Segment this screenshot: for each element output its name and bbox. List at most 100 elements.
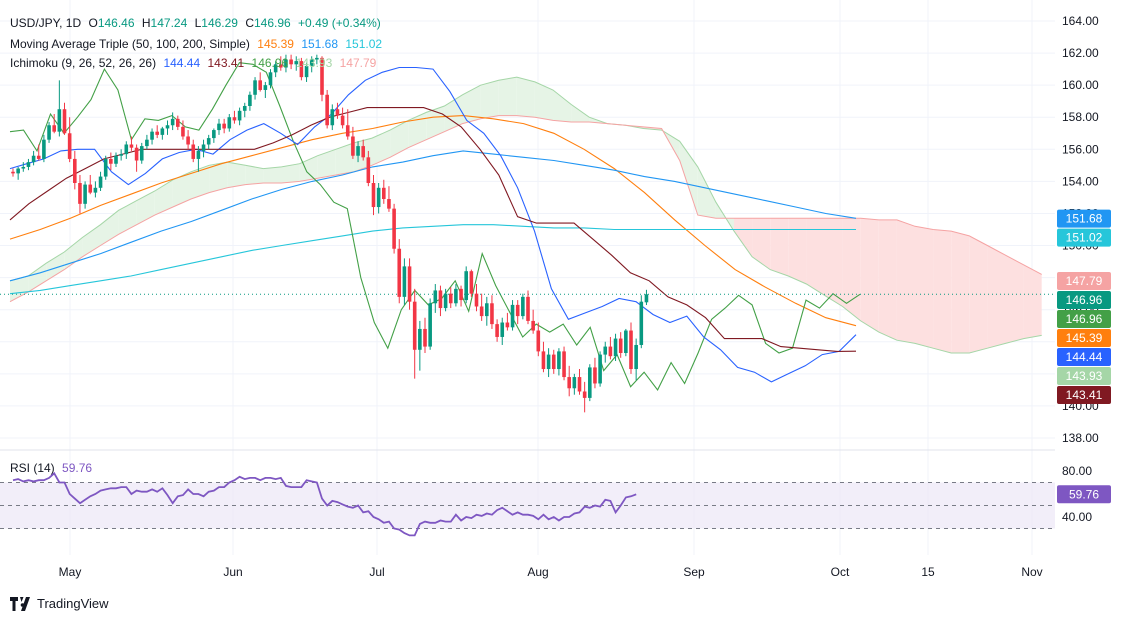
candle-body bbox=[139, 146, 144, 161]
candle-body bbox=[454, 288, 458, 304]
cloud-segment bbox=[209, 162, 228, 193]
candle-body bbox=[320, 57, 324, 95]
candle-body bbox=[356, 146, 360, 156]
rsi-value-box bbox=[1057, 485, 1111, 504]
cloud-segment bbox=[191, 165, 210, 200]
change-value: +0.49 (+0.34%) bbox=[298, 16, 381, 30]
candle-body bbox=[273, 64, 278, 73]
candle-body bbox=[294, 61, 299, 65]
cloud-segment bbox=[426, 106, 445, 140]
main-grid bbox=[0, 0, 1055, 555]
candle-body bbox=[165, 125, 170, 129]
cloud-segment bbox=[390, 120, 409, 158]
low-label: L bbox=[194, 16, 202, 30]
candle-body bbox=[160, 128, 165, 135]
candle-body bbox=[505, 322, 510, 328]
candle-body bbox=[340, 115, 345, 126]
price-tick-label: 164.00 bbox=[1062, 14, 1099, 28]
candle-body bbox=[557, 351, 561, 370]
price-tag-box bbox=[1057, 366, 1111, 385]
candle-body bbox=[248, 94, 252, 107]
cloud-segment bbox=[263, 166, 282, 183]
candle-body bbox=[279, 64, 283, 68]
candle-body bbox=[376, 187, 381, 208]
candle-body bbox=[176, 118, 180, 127]
candle-body bbox=[510, 304, 515, 328]
candle-body bbox=[299, 61, 304, 78]
candle-body bbox=[150, 131, 154, 140]
rsi-tick-label: 40.00 bbox=[1062, 510, 1092, 524]
candle-body bbox=[222, 123, 226, 129]
span-b-line bbox=[9, 115, 1042, 303]
cloud-segment bbox=[860, 218, 879, 333]
rsi-line bbox=[12, 471, 637, 537]
tradingview-icon bbox=[10, 596, 30, 611]
candle-body bbox=[546, 354, 551, 370]
price-tag-box bbox=[1057, 347, 1111, 366]
price-tag-label: 151.02 bbox=[1066, 231, 1103, 245]
candle-body bbox=[418, 328, 422, 350]
candle-body bbox=[237, 110, 242, 121]
candle-body bbox=[382, 187, 386, 200]
candle-body bbox=[345, 125, 350, 137]
rsi-label: RSI (14) bbox=[10, 461, 55, 475]
price-tag-box bbox=[1057, 328, 1111, 347]
cloud-segment bbox=[571, 104, 590, 123]
cloud-segment bbox=[516, 77, 535, 118]
time-tick-label: 15 bbox=[921, 565, 935, 579]
cloud-segment bbox=[752, 218, 771, 270]
ma-50-line bbox=[9, 115, 857, 327]
ma-legend[interactable]: Moving Average Triple (50, 100, 200, Sim… bbox=[10, 37, 386, 51]
cloud-segment bbox=[372, 130, 391, 166]
candle-body bbox=[428, 303, 432, 347]
price-tag-label: 146.96 bbox=[1066, 312, 1103, 326]
cloud-segment bbox=[172, 171, 191, 208]
price-tag-label: 146.96 bbox=[1066, 293, 1103, 307]
time-axis[interactable]: May Jun Jul Aug Sep Oct 15 Nov bbox=[59, 565, 1043, 579]
symbol-label[interactable]: USD/JPY, 1D bbox=[10, 16, 82, 30]
candlesticks bbox=[11, 54, 649, 413]
candle-body bbox=[309, 59, 314, 66]
base-value: 143.41 bbox=[207, 56, 245, 70]
price-tick-label: 160.00 bbox=[1062, 78, 1099, 92]
price-tag-label: 143.93 bbox=[1066, 369, 1103, 383]
cloud-segment bbox=[444, 94, 463, 132]
candle-body bbox=[485, 303, 489, 317]
ichimoku-cloud bbox=[9, 76, 1042, 354]
tradingview-logo[interactable]: TradingView bbox=[10, 596, 109, 611]
cloud-segment bbox=[679, 141, 698, 216]
candle-body bbox=[36, 155, 41, 159]
brand-name: TradingView bbox=[37, 596, 109, 611]
cloud-segment bbox=[896, 219, 915, 344]
candle-body bbox=[206, 138, 211, 145]
candle-body bbox=[52, 125, 56, 132]
base-line-line bbox=[9, 107, 857, 352]
cloud-segment bbox=[697, 166, 716, 219]
candle-body bbox=[186, 136, 190, 145]
candle-body bbox=[304, 65, 309, 78]
candle-body bbox=[479, 306, 484, 317]
candle-body bbox=[469, 271, 474, 294]
rsi-value-tag: 59.76 bbox=[1069, 487, 1099, 501]
cloud-segment bbox=[335, 142, 354, 175]
time-tick-label: May bbox=[59, 565, 82, 579]
ichimoku-legend[interactable]: Ichimoku (9, 26, 52, 26, 26) 144.44 143.… bbox=[10, 56, 380, 70]
cloud-segment bbox=[281, 163, 300, 183]
candle-body bbox=[289, 59, 293, 65]
candle-body bbox=[268, 72, 273, 86]
conversion-line-line bbox=[9, 66, 857, 383]
candle-body bbox=[567, 377, 571, 389]
candle-body bbox=[500, 322, 505, 337]
price-tick-label: 138.00 bbox=[1062, 431, 1099, 445]
rsi-legend[interactable]: RSI (14) 59.76 bbox=[10, 461, 96, 475]
cloud-segment bbox=[770, 218, 789, 277]
time-tick-label: Aug bbox=[527, 565, 548, 579]
candle-body bbox=[93, 187, 98, 193]
candle-body bbox=[495, 324, 499, 337]
candle-body bbox=[119, 154, 123, 156]
time-tick-label: Nov bbox=[1021, 565, 1042, 579]
price-tick-label: 154.00 bbox=[1062, 174, 1099, 188]
candle-body bbox=[474, 293, 479, 307]
candle-body bbox=[315, 57, 319, 60]
